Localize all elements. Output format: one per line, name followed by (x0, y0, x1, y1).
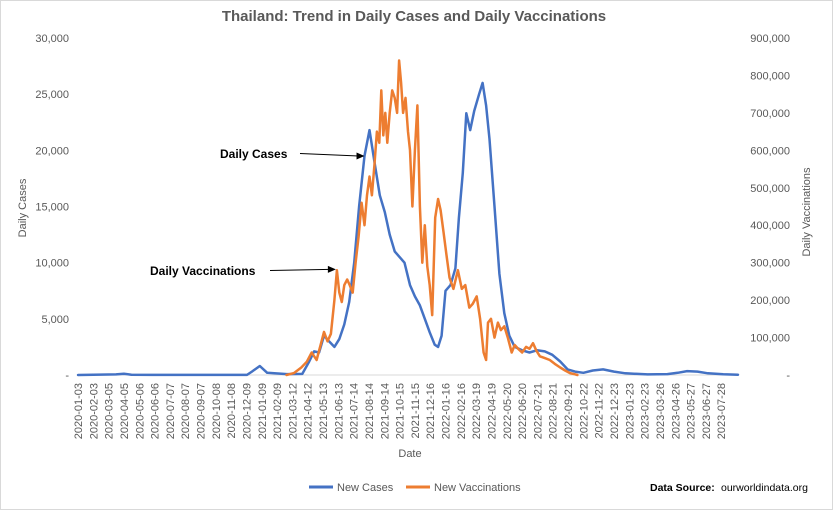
y-axis-left: - 5,000 10,000 15,000 20,000 25,000 30,000 (35, 33, 69, 382)
y-right-tick-label: 900,000 (750, 33, 790, 45)
x-tick-label: 2022-06-20 (517, 383, 529, 439)
x-tick-label: 2021-02-09 (272, 383, 284, 439)
x-tick-label: 2022-09-21 (563, 383, 575, 439)
y-axis-left-title: Daily Cases (17, 178, 29, 237)
x-tick-label: 2021-10-15 (395, 383, 407, 439)
x-tick-label: 2020-10-08 (211, 383, 223, 439)
x-tick-label: 2022-05-20 (502, 383, 514, 439)
x-tick-label: 2023-01-23 (624, 383, 636, 439)
x-tick-label: 2020-04-05 (119, 383, 131, 439)
x-tick-label: 2021-12-16 (425, 383, 437, 439)
x-tick-label: 2021-06-13 (333, 383, 345, 439)
x-tick-label: 2021-09-14 (379, 383, 391, 439)
y-left-tick-label: 30,000 (35, 33, 69, 45)
x-tick-label: 2022-11-22 (594, 383, 606, 438)
y-left-tick-label: 20,000 (35, 145, 69, 157)
x-tick-label: 2023-02-23 (640, 383, 652, 439)
x-tick-label: 2021-11-15 (410, 383, 422, 438)
legend-label-new-vaccinations: New Vaccinations (434, 482, 521, 494)
annotation-daily-vaccinations: Daily Vaccinations (150, 264, 336, 278)
x-tick-label: 2022-03-19 (471, 383, 483, 439)
data-source: Data Source: ourworldindata.org (650, 482, 808, 494)
annotation-daily-vaccinations-arrowhead (327, 265, 336, 273)
x-tick-label: 2021-04-12 (303, 383, 315, 439)
annotation-daily-cases: Daily Cases (220, 147, 365, 161)
x-axis: 2020-01-03 2020-02-03 2020-03-05 2020-04-05… (73, 383, 728, 439)
annotation-daily-vaccinations-label: Daily Vaccinations (150, 264, 256, 278)
y-left-tick-label: 25,000 (35, 89, 69, 101)
y-right-tick-label: 200,000 (750, 295, 790, 307)
y-left-tick-label: 10,000 (35, 258, 69, 270)
x-tick-label: 2022-08-21 (548, 383, 560, 439)
legend: New Cases New Vaccinations (309, 482, 521, 494)
x-tick-label: 2020-05-06 (134, 383, 146, 439)
x-tick-label: 2020-01-03 (73, 383, 85, 439)
x-tick-label: 2020-02-03 (88, 383, 100, 439)
x-tick-label: 2020-12-09 (242, 383, 254, 439)
y-right-tick-label: 800,000 (750, 70, 790, 82)
x-tick-label: 2023-05-27 (686, 383, 698, 439)
y-left-tick-label: 5,000 (41, 314, 69, 326)
data-source-label: Data Source: (650, 482, 715, 494)
x-tick-label: 2022-01-16 (441, 383, 453, 439)
y-right-tick-label: 300,000 (750, 258, 790, 270)
x-tick-label: 2022-10-22 (578, 383, 590, 439)
x-tick-label: 2021-01-09 (257, 383, 269, 439)
x-tick-label: 2021-07-14 (349, 383, 361, 439)
y-right-tick-label: - (786, 370, 790, 382)
y-right-tick-label: 500,000 (750, 183, 790, 195)
x-tick-label: 2023-06-27 (701, 383, 713, 439)
annotation-daily-vaccinations-arrow (269, 268, 330, 271)
x-tick-label: 2022-07-21 (532, 383, 544, 439)
y-right-tick-label: 100,000 (750, 333, 790, 345)
x-tick-label: 2022-04-19 (487, 383, 499, 439)
y-right-tick-label: 700,000 (750, 108, 790, 120)
x-axis-title: Date (398, 448, 421, 460)
x-tick-label: 2023-07-28 (716, 383, 728, 439)
annotation-daily-cases-arrowhead (356, 152, 365, 160)
x-tick-label: 2021-05-13 (318, 383, 330, 439)
x-tick-label: 2020-03-05 (104, 383, 116, 439)
x-tick-label: 2021-08-14 (364, 383, 376, 439)
y-left-tick-label: - (65, 370, 69, 382)
annotation-daily-cases-label: Daily Cases (220, 147, 288, 161)
chart-title: Thailand: Trend in Daily Cases and Daily… (222, 8, 606, 25)
y-right-tick-label: 600,000 (750, 145, 790, 157)
series-layer (76, 59, 740, 377)
y-axis-right-title: Daily Vaccinations (801, 167, 813, 257)
x-tick-label: 2023-03-26 (655, 383, 667, 439)
x-tick-label: 2020-11-08 (226, 383, 238, 438)
x-tick-label: 2020-08-07 (180, 383, 192, 439)
y-left-tick-label: 15,000 (35, 202, 69, 214)
data-source-value: ourworldindata.org (721, 482, 808, 494)
x-tick-label: 2020-06-06 (150, 383, 162, 439)
x-tick-label: 2021-03-12 (287, 383, 299, 439)
x-tick-label: 2023-04-26 (670, 383, 682, 439)
series-line-new-vaccinations (285, 59, 579, 377)
legend-label-new-cases: New Cases (337, 482, 394, 494)
x-tick-label: 2020-07-07 (165, 383, 177, 439)
x-tick-label: 2022-12-23 (609, 383, 621, 439)
annotation-daily-cases-arrow (299, 153, 359, 157)
y-axis-right: - 100,000 200,000 300,000 400,000 500,000 600,… (750, 33, 790, 382)
x-tick-label: 2022-02-16 (456, 383, 468, 439)
y-right-tick-label: 400,000 (750, 220, 790, 232)
x-tick-label: 2020-09-07 (196, 383, 208, 439)
